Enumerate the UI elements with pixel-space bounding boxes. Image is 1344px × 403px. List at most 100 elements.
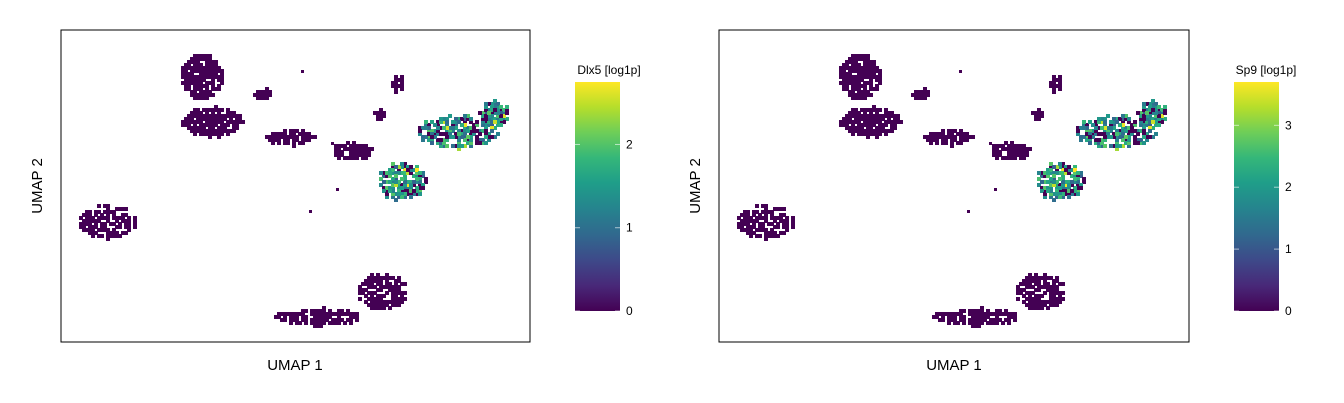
umap-cell	[379, 294, 383, 298]
umap-cell	[1013, 318, 1017, 322]
umap-cell	[1091, 135, 1095, 139]
umap-cell	[776, 225, 780, 229]
umap-cell	[737, 222, 741, 226]
umap-cell	[1127, 132, 1131, 136]
umap-cell	[770, 216, 774, 220]
umap-cell	[890, 120, 894, 124]
umap-cell	[283, 129, 287, 133]
umap-cell	[289, 321, 293, 325]
umap-cell	[445, 144, 449, 148]
umap-cell	[388, 285, 392, 289]
umap-cell	[394, 78, 398, 82]
umap-cell	[427, 126, 431, 130]
umap-cell	[406, 192, 410, 196]
umap-cell	[379, 177, 383, 181]
umap-cell	[1052, 183, 1056, 187]
umap-cell	[466, 141, 470, 145]
umap-cell	[746, 228, 750, 232]
umap-cell	[457, 144, 461, 148]
umap-cell	[1097, 141, 1101, 145]
umap-cell	[205, 87, 209, 91]
umap-cell	[202, 72, 206, 76]
umap-cell	[394, 75, 398, 79]
umap-cell	[370, 276, 374, 280]
umap-cell	[866, 117, 870, 121]
umap-cell	[391, 276, 395, 280]
umap-cell	[956, 312, 960, 316]
umap-cell	[1100, 141, 1104, 145]
umap-cell	[232, 129, 236, 133]
umap-cell	[196, 75, 200, 79]
umap-cell	[842, 72, 846, 76]
umap-cell	[929, 135, 933, 139]
umap-cell	[854, 66, 858, 70]
umap-cell	[1118, 135, 1122, 139]
umap-cell	[331, 312, 335, 316]
umap-cell	[1094, 126, 1098, 130]
umap-cell	[767, 234, 771, 238]
umap-cell	[352, 315, 356, 319]
umap-cell	[878, 120, 882, 124]
umap-cell	[265, 90, 269, 94]
umap-cell	[376, 303, 380, 307]
umap-cell	[1040, 171, 1044, 175]
umap-cell	[319, 318, 323, 322]
umap-cell	[205, 81, 209, 85]
umap-cell	[995, 312, 999, 316]
umap-cell	[298, 312, 302, 316]
umap-cell	[115, 207, 119, 211]
umap-cell	[1031, 111, 1035, 115]
umap-cell	[1034, 294, 1038, 298]
umap-cell	[310, 135, 314, 139]
umap-cell	[214, 105, 218, 109]
umap-cell	[217, 108, 221, 112]
umap-cell	[193, 93, 197, 97]
umap-cell	[397, 171, 401, 175]
umap-cell	[791, 225, 795, 229]
umap-cell	[782, 222, 786, 226]
umap-cell	[1001, 312, 1005, 316]
umap-cell	[959, 132, 963, 136]
umap-cell	[857, 117, 861, 121]
umap-cell	[1025, 150, 1029, 154]
umap-cell	[193, 129, 197, 133]
umap-cell	[1073, 192, 1077, 196]
umap-cell	[860, 96, 864, 100]
umap-cell	[259, 93, 263, 97]
umap-cell	[376, 282, 380, 286]
umap-cell	[968, 309, 972, 313]
umap-cell	[1058, 300, 1062, 304]
umap-cell	[262, 93, 266, 97]
umap-cell	[1124, 126, 1128, 130]
umap-cell	[1142, 123, 1146, 127]
umap-cell	[361, 144, 365, 148]
umap-cell	[854, 78, 858, 82]
umap-cell	[265, 93, 269, 97]
umap-cell	[881, 117, 885, 121]
umap-cell	[845, 81, 849, 85]
umap-cell	[82, 213, 86, 217]
umap-cell	[1040, 276, 1044, 280]
umap-cell	[1073, 180, 1077, 184]
umap-cell	[785, 219, 789, 223]
umap-cell	[376, 276, 380, 280]
umap-cell	[337, 144, 341, 148]
umap-cell	[388, 282, 392, 286]
umap-cell	[469, 117, 473, 121]
umap-cell	[385, 285, 389, 289]
umap-cell	[848, 93, 852, 97]
umap-cell	[779, 213, 783, 217]
umap-cell	[1049, 300, 1053, 304]
umap-cell	[286, 135, 290, 139]
umap-cell	[367, 297, 371, 301]
umap-cell	[280, 132, 284, 136]
umap-cell	[118, 225, 122, 229]
umap-cell	[893, 123, 897, 127]
umap-cell	[346, 141, 350, 145]
umap-cell	[1043, 282, 1047, 286]
umap-cell	[88, 216, 92, 220]
umap-cell	[487, 138, 491, 142]
umap-cell	[391, 162, 395, 166]
umap-cell	[301, 315, 305, 319]
umap-cell	[373, 291, 377, 295]
